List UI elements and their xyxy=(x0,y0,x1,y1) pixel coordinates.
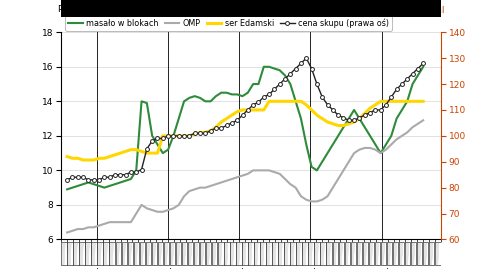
Bar xyxy=(350,242,356,265)
Bar xyxy=(103,242,109,265)
Bar xyxy=(435,242,441,265)
Bar xyxy=(146,242,151,265)
Bar xyxy=(236,242,242,265)
Bar xyxy=(429,242,435,265)
Bar xyxy=(98,242,103,265)
Bar xyxy=(176,242,181,265)
Bar xyxy=(206,242,212,265)
Bar xyxy=(368,242,374,265)
Bar xyxy=(278,242,284,265)
Bar xyxy=(109,242,115,265)
Bar xyxy=(200,242,205,265)
Bar xyxy=(122,242,127,265)
Bar xyxy=(357,242,362,265)
Bar xyxy=(315,242,320,265)
Bar xyxy=(284,242,290,265)
Bar xyxy=(296,242,302,265)
Bar xyxy=(74,242,79,265)
Bar xyxy=(339,242,344,265)
Bar xyxy=(212,242,218,265)
Bar xyxy=(67,242,73,265)
Bar xyxy=(381,242,386,265)
Bar xyxy=(248,242,254,265)
Bar xyxy=(188,242,194,265)
Bar xyxy=(230,242,236,265)
Bar xyxy=(194,242,199,265)
Bar xyxy=(182,242,187,265)
Bar xyxy=(326,242,332,265)
Bar xyxy=(411,242,416,265)
Bar xyxy=(393,242,398,265)
Bar xyxy=(375,242,380,265)
Bar xyxy=(363,242,368,265)
Bar xyxy=(254,242,260,265)
Bar xyxy=(85,242,91,265)
Bar xyxy=(158,242,163,265)
Bar xyxy=(260,242,266,265)
Bar xyxy=(266,242,272,265)
Text: PLN/kg: PLN/kg xyxy=(57,5,89,14)
Bar xyxy=(290,242,296,265)
Bar xyxy=(79,242,85,265)
Bar xyxy=(116,242,121,265)
Bar xyxy=(344,242,350,265)
Bar xyxy=(423,242,428,265)
Bar xyxy=(387,242,392,265)
Bar xyxy=(417,242,422,265)
Bar xyxy=(302,242,308,265)
Bar xyxy=(320,242,326,265)
Text: PLN/hl: PLN/hl xyxy=(416,5,445,14)
Bar xyxy=(308,242,314,265)
Legend: masało w blokach, OMP, ser Edamski, cena skupu (prawa oś): masało w blokach, OMP, ser Edamski, cena… xyxy=(65,16,392,31)
Bar xyxy=(134,242,139,265)
Bar xyxy=(170,242,175,265)
Bar xyxy=(333,242,338,265)
Bar xyxy=(242,242,247,265)
Bar xyxy=(140,242,145,265)
Bar xyxy=(61,242,67,265)
Bar xyxy=(224,242,229,265)
Bar xyxy=(405,242,411,265)
Bar xyxy=(127,242,133,265)
Bar xyxy=(218,242,223,265)
Bar xyxy=(272,242,278,265)
Bar xyxy=(164,242,169,265)
Bar xyxy=(399,242,404,265)
Bar xyxy=(92,242,97,265)
Bar xyxy=(152,242,157,265)
